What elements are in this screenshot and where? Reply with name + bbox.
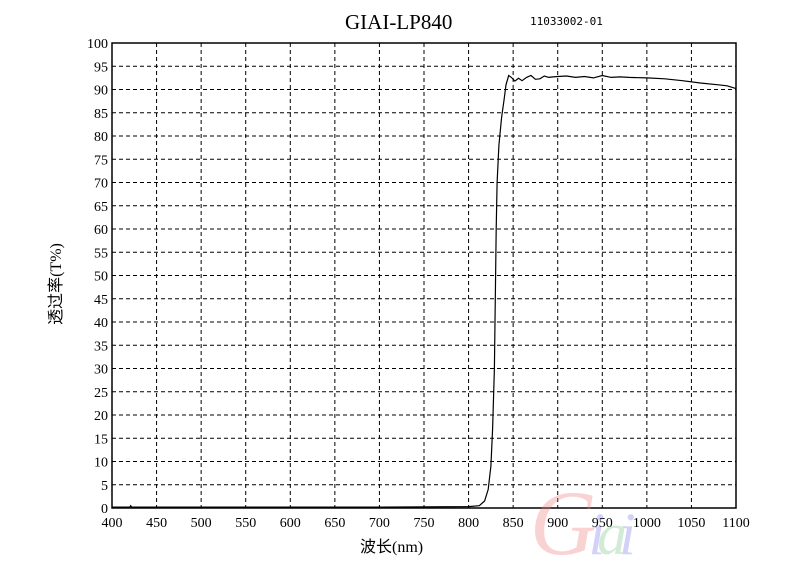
x-tick-label: 850 — [503, 516, 524, 531]
x-tick-label: 900 — [547, 516, 568, 531]
y-tick-label: 35 — [94, 339, 108, 354]
y-axis-label: 透过率(T%) — [48, 243, 65, 325]
x-tick-label: 500 — [191, 516, 212, 531]
x-tick-label: 1100 — [722, 516, 749, 531]
y-tick-label: 40 — [94, 316, 108, 331]
giai-watermark-logo: Giai — [530, 472, 636, 574]
x-tick-label: 600 — [280, 516, 301, 531]
y-tick-label: 70 — [94, 177, 108, 192]
chart-title: GIAI-LP840 — [345, 10, 453, 34]
x-tick-label: 550 — [235, 516, 256, 531]
y-tick-label: 0 — [101, 502, 108, 517]
x-tick-label: 750 — [414, 516, 435, 531]
plot-frame — [111, 42, 737, 509]
y-tick-label: 30 — [94, 363, 108, 378]
x-tick-label: 950 — [592, 516, 613, 531]
y-tick-label: 95 — [94, 60, 108, 75]
y-tick-label: 50 — [94, 270, 108, 285]
y-tick-label: 5 — [101, 479, 108, 494]
y-tick-label: 45 — [94, 293, 108, 308]
x-tick-label: 400 — [102, 516, 123, 531]
x-axis-label: 波长(nm) — [360, 539, 424, 556]
transmission-curve — [112, 74, 737, 508]
y-tick-label: 75 — [94, 153, 108, 168]
x-tick-label: 650 — [324, 516, 345, 531]
x-tick-label: 450 — [146, 516, 167, 531]
y-tick-label: 20 — [94, 409, 108, 424]
y-tick-label: 25 — [94, 386, 108, 401]
y-tick-label: 90 — [94, 84, 108, 99]
x-tick-label: 1050 — [677, 516, 705, 531]
y-tick-label: 65 — [94, 200, 108, 215]
y-tick-label: 100 — [87, 37, 108, 52]
y-tick-label: 15 — [94, 432, 108, 447]
y-tick-label: 55 — [94, 246, 108, 261]
chart-code: 11033002-01 — [530, 15, 603, 28]
x-tick-label: 800 — [458, 516, 479, 531]
y-tick-label: 60 — [94, 223, 108, 238]
x-tick-label: 700 — [369, 516, 390, 531]
y-tick-label: 10 — [94, 456, 108, 471]
y-tick-label: 80 — [94, 130, 108, 145]
y-tick-label: 85 — [94, 107, 108, 122]
x-tick-label: 1000 — [633, 516, 661, 531]
